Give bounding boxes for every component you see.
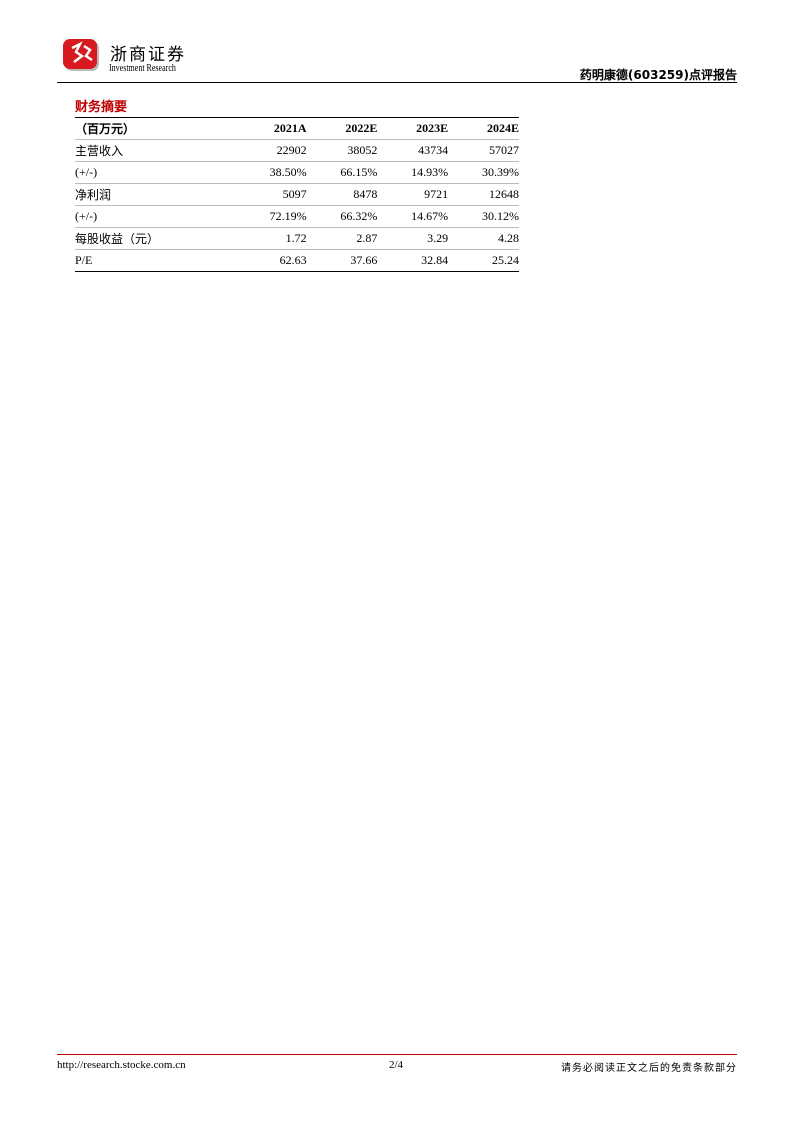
brand-name-cn: 浙商证券 xyxy=(110,45,186,65)
table-cell: 1.72 xyxy=(235,227,307,250)
table-cell: 38.50% xyxy=(235,161,307,184)
table-cell: 22902 xyxy=(235,139,307,162)
header-divider xyxy=(57,82,737,83)
row-label: (+/-) xyxy=(75,205,236,228)
table-row: 每股收益（元） 1.72 2.87 3.29 4.28 xyxy=(75,227,519,250)
table-cell: 30.12% xyxy=(448,205,519,228)
table-cell: 2.87 xyxy=(306,227,378,250)
table-row: P/E 62.63 37.66 32.84 25.24 xyxy=(75,249,519,272)
table-cell: 25.24 xyxy=(448,249,519,272)
report-title: 药明康德(603259)点评报告 xyxy=(579,68,737,82)
section-title: 财务摘要 xyxy=(75,100,128,115)
table-cell: 37.66 xyxy=(306,249,378,272)
row-label: (+/-) xyxy=(75,161,236,184)
page-number: 2/4 xyxy=(389,1059,404,1071)
column-header: 2022E xyxy=(306,117,378,140)
footer-divider xyxy=(57,1054,737,1055)
row-label: 主营收入 xyxy=(75,139,236,162)
table-cell: 4.28 xyxy=(448,227,519,250)
table-cell: 66.15% xyxy=(306,161,378,184)
table-cell: 32.84 xyxy=(377,249,449,272)
table-row: 净利润 5097 8478 9721 12648 xyxy=(75,183,519,206)
footer-url[interactable]: http://research.stocke.com.cn xyxy=(57,1059,186,1071)
column-header: 2023E xyxy=(377,117,449,140)
row-label: 每股收益（元） xyxy=(75,227,236,250)
table-cell: 3.29 xyxy=(377,227,449,250)
financial-summary-table: （百万元） 2021A 2022E 2023E 2024E 主营收入 22902 3… xyxy=(75,117,519,272)
disclaimer: 请务必阅读正文之后的免责条款部分 xyxy=(561,1063,737,1074)
row-label: P/E xyxy=(75,249,236,272)
table-row: (+/-) 38.50% 66.15% 14.93% 30.39% xyxy=(75,161,519,184)
column-header: （百万元） xyxy=(75,117,236,140)
table-cell: 30.39% xyxy=(448,161,519,184)
table-header-row: （百万元） 2021A 2022E 2023E 2024E xyxy=(75,117,519,140)
table-cell: 62.63 xyxy=(235,249,307,272)
column-header: 2021A xyxy=(235,117,307,140)
table-row: (+/-) 72.19% 66.32% 14.67% 30.12% xyxy=(75,205,519,228)
column-header: 2024E xyxy=(448,117,519,140)
table-cell: 9721 xyxy=(377,183,449,206)
table-cell: 12648 xyxy=(448,183,519,206)
table-cell: 14.67% xyxy=(377,205,449,228)
table-cell: 5097 xyxy=(235,183,307,206)
table-cell: 8478 xyxy=(306,183,378,206)
table-cell: 66.32% xyxy=(306,205,378,228)
company-logo xyxy=(63,39,99,71)
table-cell: 57027 xyxy=(448,139,519,162)
row-label: 净利润 xyxy=(75,183,236,206)
table-cell: 38052 xyxy=(306,139,378,162)
table-cell: 14.93% xyxy=(377,161,449,184)
table-row: 主营收入 22902 38052 43734 57027 xyxy=(75,139,519,162)
table-cell: 43734 xyxy=(377,139,449,162)
table-cell: 72.19% xyxy=(235,205,307,228)
brand-name-en: Investment Research xyxy=(109,63,176,74)
